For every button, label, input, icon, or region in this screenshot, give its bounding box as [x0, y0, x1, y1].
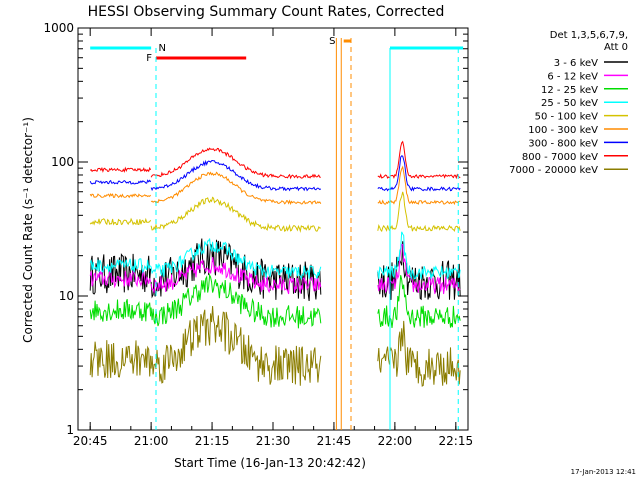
series-line-3 [89, 231, 461, 280]
series-line-1 [89, 243, 461, 295]
y-tick-label-2: 100 [51, 155, 74, 169]
legend-label-6: 300 - 800 keV [528, 138, 598, 149]
plot-area: N F S 20:45 21:00 21:15 21:30 21:45 22:00 22:1… [43, 21, 473, 448]
series-line-6 [89, 155, 461, 192]
x-tick-label-2: 21:15 [195, 434, 230, 448]
flag-label-f: F [146, 53, 152, 64]
series-line-2 [89, 273, 461, 329]
series-line-4 [89, 191, 461, 233]
chart-title: HESSI Observing Summary Count Rates, Cor… [88, 4, 445, 20]
x-tick-label-3: 21:30 [256, 434, 291, 448]
legend-label-7: 800 - 7000 keV [522, 152, 598, 163]
x-tick-label-4: 21:45 [317, 434, 352, 448]
axis-layer: 20:45 21:00 21:15 21:30 21:45 22:00 22:15 1 10 10… [43, 21, 473, 448]
series-line-7 [89, 140, 461, 180]
series-layer [89, 140, 461, 387]
legend-header-attenuator: Att 0 [604, 42, 628, 53]
x-tick-label-0: 20:45 [73, 434, 108, 448]
y-tick-label-0: 1 [66, 423, 74, 437]
x-tick-label-1: 21:00 [134, 434, 169, 448]
series-line-0 [89, 238, 461, 302]
x-tick-label-6: 22:15 [439, 434, 474, 448]
legend-label-5: 100 - 300 keV [528, 125, 598, 136]
y-axis-label: Corrected Count Rate (s⁻¹ detector⁻¹) [21, 117, 35, 343]
series-line-8 [89, 305, 461, 387]
legend-label-3: 25 - 50 keV [541, 98, 598, 109]
flag-layer: N F S [90, 36, 464, 430]
legend-label-1: 6 - 12 keV [547, 71, 598, 82]
legend: Det 1,3,5,6,7,9, Att 0 3 - 6 keV 6 - 12 k… [509, 30, 628, 176]
flag-label-n: N [158, 43, 165, 54]
flag-label-s: S [329, 36, 335, 47]
x-axis-label: Start Time (16-Jan-13 20:42:42) [174, 456, 366, 470]
series-line-5 [89, 165, 461, 206]
legend-label-8: 7000 - 20000 keV [509, 165, 598, 176]
y-tick-label-1: 10 [59, 289, 74, 303]
legend-label-4: 50 - 100 keV [535, 112, 599, 123]
legend-label-0: 3 - 6 keV [554, 58, 598, 69]
y-tick-label-3: 1000 [43, 21, 74, 35]
legend-header-detectors: Det 1,3,5,6,7,9, [550, 30, 628, 41]
x-tick-label-5: 22:00 [378, 434, 413, 448]
legend-label-2: 12 - 25 keV [541, 85, 598, 96]
footer-date: 17-Jan-2013 12:41 [571, 468, 636, 476]
